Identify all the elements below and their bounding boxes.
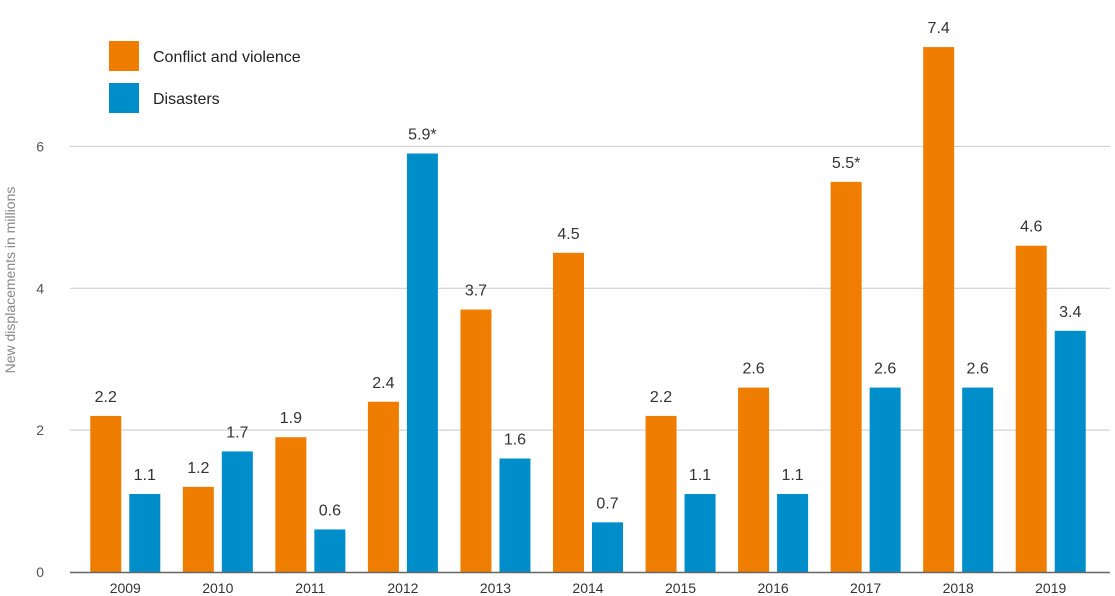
data-label-disasters-2015: 1.1 xyxy=(689,467,711,484)
x-tick-label-2012: 2012 xyxy=(387,580,418,596)
bar-conflict-and-violence-2014 xyxy=(553,252,584,573)
x-tick-label-2019: 2019 xyxy=(1035,580,1066,596)
data-label-disasters-2014: 0.7 xyxy=(596,495,618,512)
y-tick-label-0: 0 xyxy=(36,564,44,580)
x-tick-label-2011: 2011 xyxy=(295,580,325,596)
x-tick-label-2010: 2010 xyxy=(202,580,233,596)
bars: 2.2 1.1 1.2 1.7 1.9 0.6 2.4 5.9* 3.7 1.6 4.5 0.7 2.2… xyxy=(90,20,1086,573)
bar-conflict-and-violence-2017 xyxy=(830,181,862,572)
data-label-conflict-and-violence-2014: 4.5 xyxy=(557,226,579,243)
data-label-disasters-2011: 0.6 xyxy=(319,502,341,519)
x-tick-label-2009: 2009 xyxy=(110,580,141,596)
data-label-conflict-and-violence-2018: 7.4 xyxy=(928,20,950,37)
bar-disasters-2011 xyxy=(314,529,346,572)
x-axis: 2009 2010 2011 2012 2013 2014 2015 2016 2017 2018… xyxy=(70,571,1110,596)
y-tick-label-4: 4 xyxy=(36,280,44,296)
data-label-conflict-and-violence-2010: 1.2 xyxy=(187,460,209,477)
y-tick-label-6: 6 xyxy=(36,138,44,154)
x-tick-label-2015: 2015 xyxy=(665,580,696,596)
data-label-conflict-and-violence-2009: 2.2 xyxy=(95,389,117,406)
bar-conflict-and-violence-2013 xyxy=(460,309,492,572)
data-label-conflict-and-violence-2015: 2.2 xyxy=(650,389,672,406)
bar-conflict-and-violence-2011 xyxy=(275,437,307,572)
data-label-disasters-2016: 1.1 xyxy=(781,467,803,484)
bar-disasters-2014 xyxy=(592,522,623,572)
bar-disasters-2012 xyxy=(406,153,438,572)
data-label-disasters-2013: 1.6 xyxy=(504,432,526,449)
x-tick-label-2013: 2013 xyxy=(480,580,511,596)
bar-disasters-2013 xyxy=(499,458,531,572)
bar-disasters-2015 xyxy=(684,493,716,572)
bar-disasters-2010 xyxy=(221,451,253,572)
data-label-conflict-and-violence-2011: 1.9 xyxy=(280,410,302,427)
x-tick-label-2016: 2016 xyxy=(758,580,789,596)
data-label-disasters-2018: 2.6 xyxy=(967,361,989,378)
bar-conflict-and-violence-2016 xyxy=(738,387,770,572)
y-axis: 0 2 4 6 xyxy=(36,138,44,580)
bar-conflict-and-violence-2009 xyxy=(90,415,122,572)
legend: Conflict and violence Disasters xyxy=(109,41,301,113)
bar-disasters-2019 xyxy=(1054,330,1086,572)
y-tick-label-2: 2 xyxy=(36,422,44,438)
bar-conflict-and-violence-2019 xyxy=(1015,245,1047,572)
bar-disasters-2018 xyxy=(962,387,994,572)
x-tick-label-2017: 2017 xyxy=(850,580,881,596)
legend-label-disasters: Disasters xyxy=(153,91,220,108)
data-label-disasters-2010: 1.7 xyxy=(226,424,248,441)
data-label-disasters-2009: 1.1 xyxy=(134,467,156,484)
bar-disasters-2009 xyxy=(129,493,161,572)
data-label-conflict-and-violence-2016: 2.6 xyxy=(742,361,764,378)
data-label-disasters-2019: 3.4 xyxy=(1059,304,1081,321)
data-label-disasters-2017: 2.6 xyxy=(874,361,896,378)
data-label-disasters-2012: 5.9* xyxy=(408,126,436,143)
y-axis-title: New displacements in millions xyxy=(2,187,18,374)
data-label-conflict-and-violence-2013: 3.7 xyxy=(465,283,487,300)
bar-conflict-and-violence-2010 xyxy=(182,486,214,572)
data-label-conflict-and-violence-2019: 4.6 xyxy=(1020,219,1042,236)
legend-swatch-disasters xyxy=(109,83,139,113)
data-label-conflict-and-violence-2012: 2.4 xyxy=(372,375,394,392)
legend-label-conflict: Conflict and violence xyxy=(153,49,301,66)
data-label-conflict-and-violence-2017: 5.5* xyxy=(832,155,860,172)
x-tick-label-2018: 2018 xyxy=(943,580,974,596)
bar-disasters-2016 xyxy=(777,493,809,572)
x-tick-label-2014: 2014 xyxy=(572,580,603,596)
legend-swatch-conflict xyxy=(109,41,139,71)
bar-conflict-and-violence-2012 xyxy=(367,401,399,572)
bar-disasters-2017 xyxy=(869,387,901,572)
bar-conflict-and-violence-2015 xyxy=(645,415,677,572)
bar-conflict-and-violence-2018 xyxy=(923,47,955,573)
